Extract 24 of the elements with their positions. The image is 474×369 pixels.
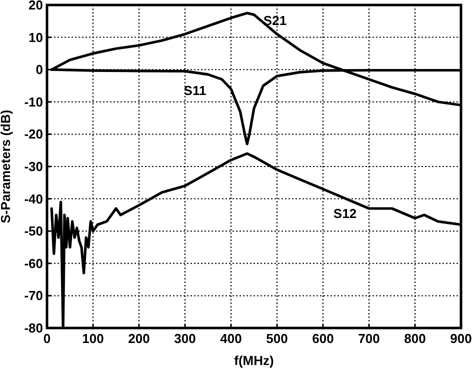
y-tick-label: -70: [24, 288, 43, 304]
y-axis-title: S-Parameters (dB): [0, 110, 13, 224]
x-tick-label: 100: [82, 331, 104, 346]
x-tick-label: 500: [266, 331, 288, 346]
x-tick-label: 700: [358, 331, 380, 346]
y-tick-label: -20: [24, 126, 43, 142]
x-tick-label: 600: [312, 331, 334, 346]
x-tick-label: 900: [450, 331, 472, 346]
y-tick-label: -30: [24, 159, 43, 174]
y-tick-label: 20: [28, 0, 43, 12]
x-tick-label: 800: [404, 331, 426, 346]
y-tick-label: -50: [24, 224, 43, 239]
series-label: S11: [184, 83, 206, 98]
y-tick-label: 0: [36, 62, 43, 78]
series-label: S12: [333, 206, 357, 221]
y-tick-label: -80: [24, 320, 43, 336]
x-axis-title: f(MHz): [234, 353, 274, 368]
x-tick-label: 300: [174, 331, 196, 346]
x-tick-label: 400: [220, 331, 242, 346]
y-tick-label: -10: [24, 94, 43, 110]
y-tick-label: -60: [24, 256, 43, 271]
y-tick-label: -40: [24, 191, 43, 206]
x-tick-label: 200: [128, 331, 150, 346]
y-tick-label: 10: [28, 30, 43, 45]
